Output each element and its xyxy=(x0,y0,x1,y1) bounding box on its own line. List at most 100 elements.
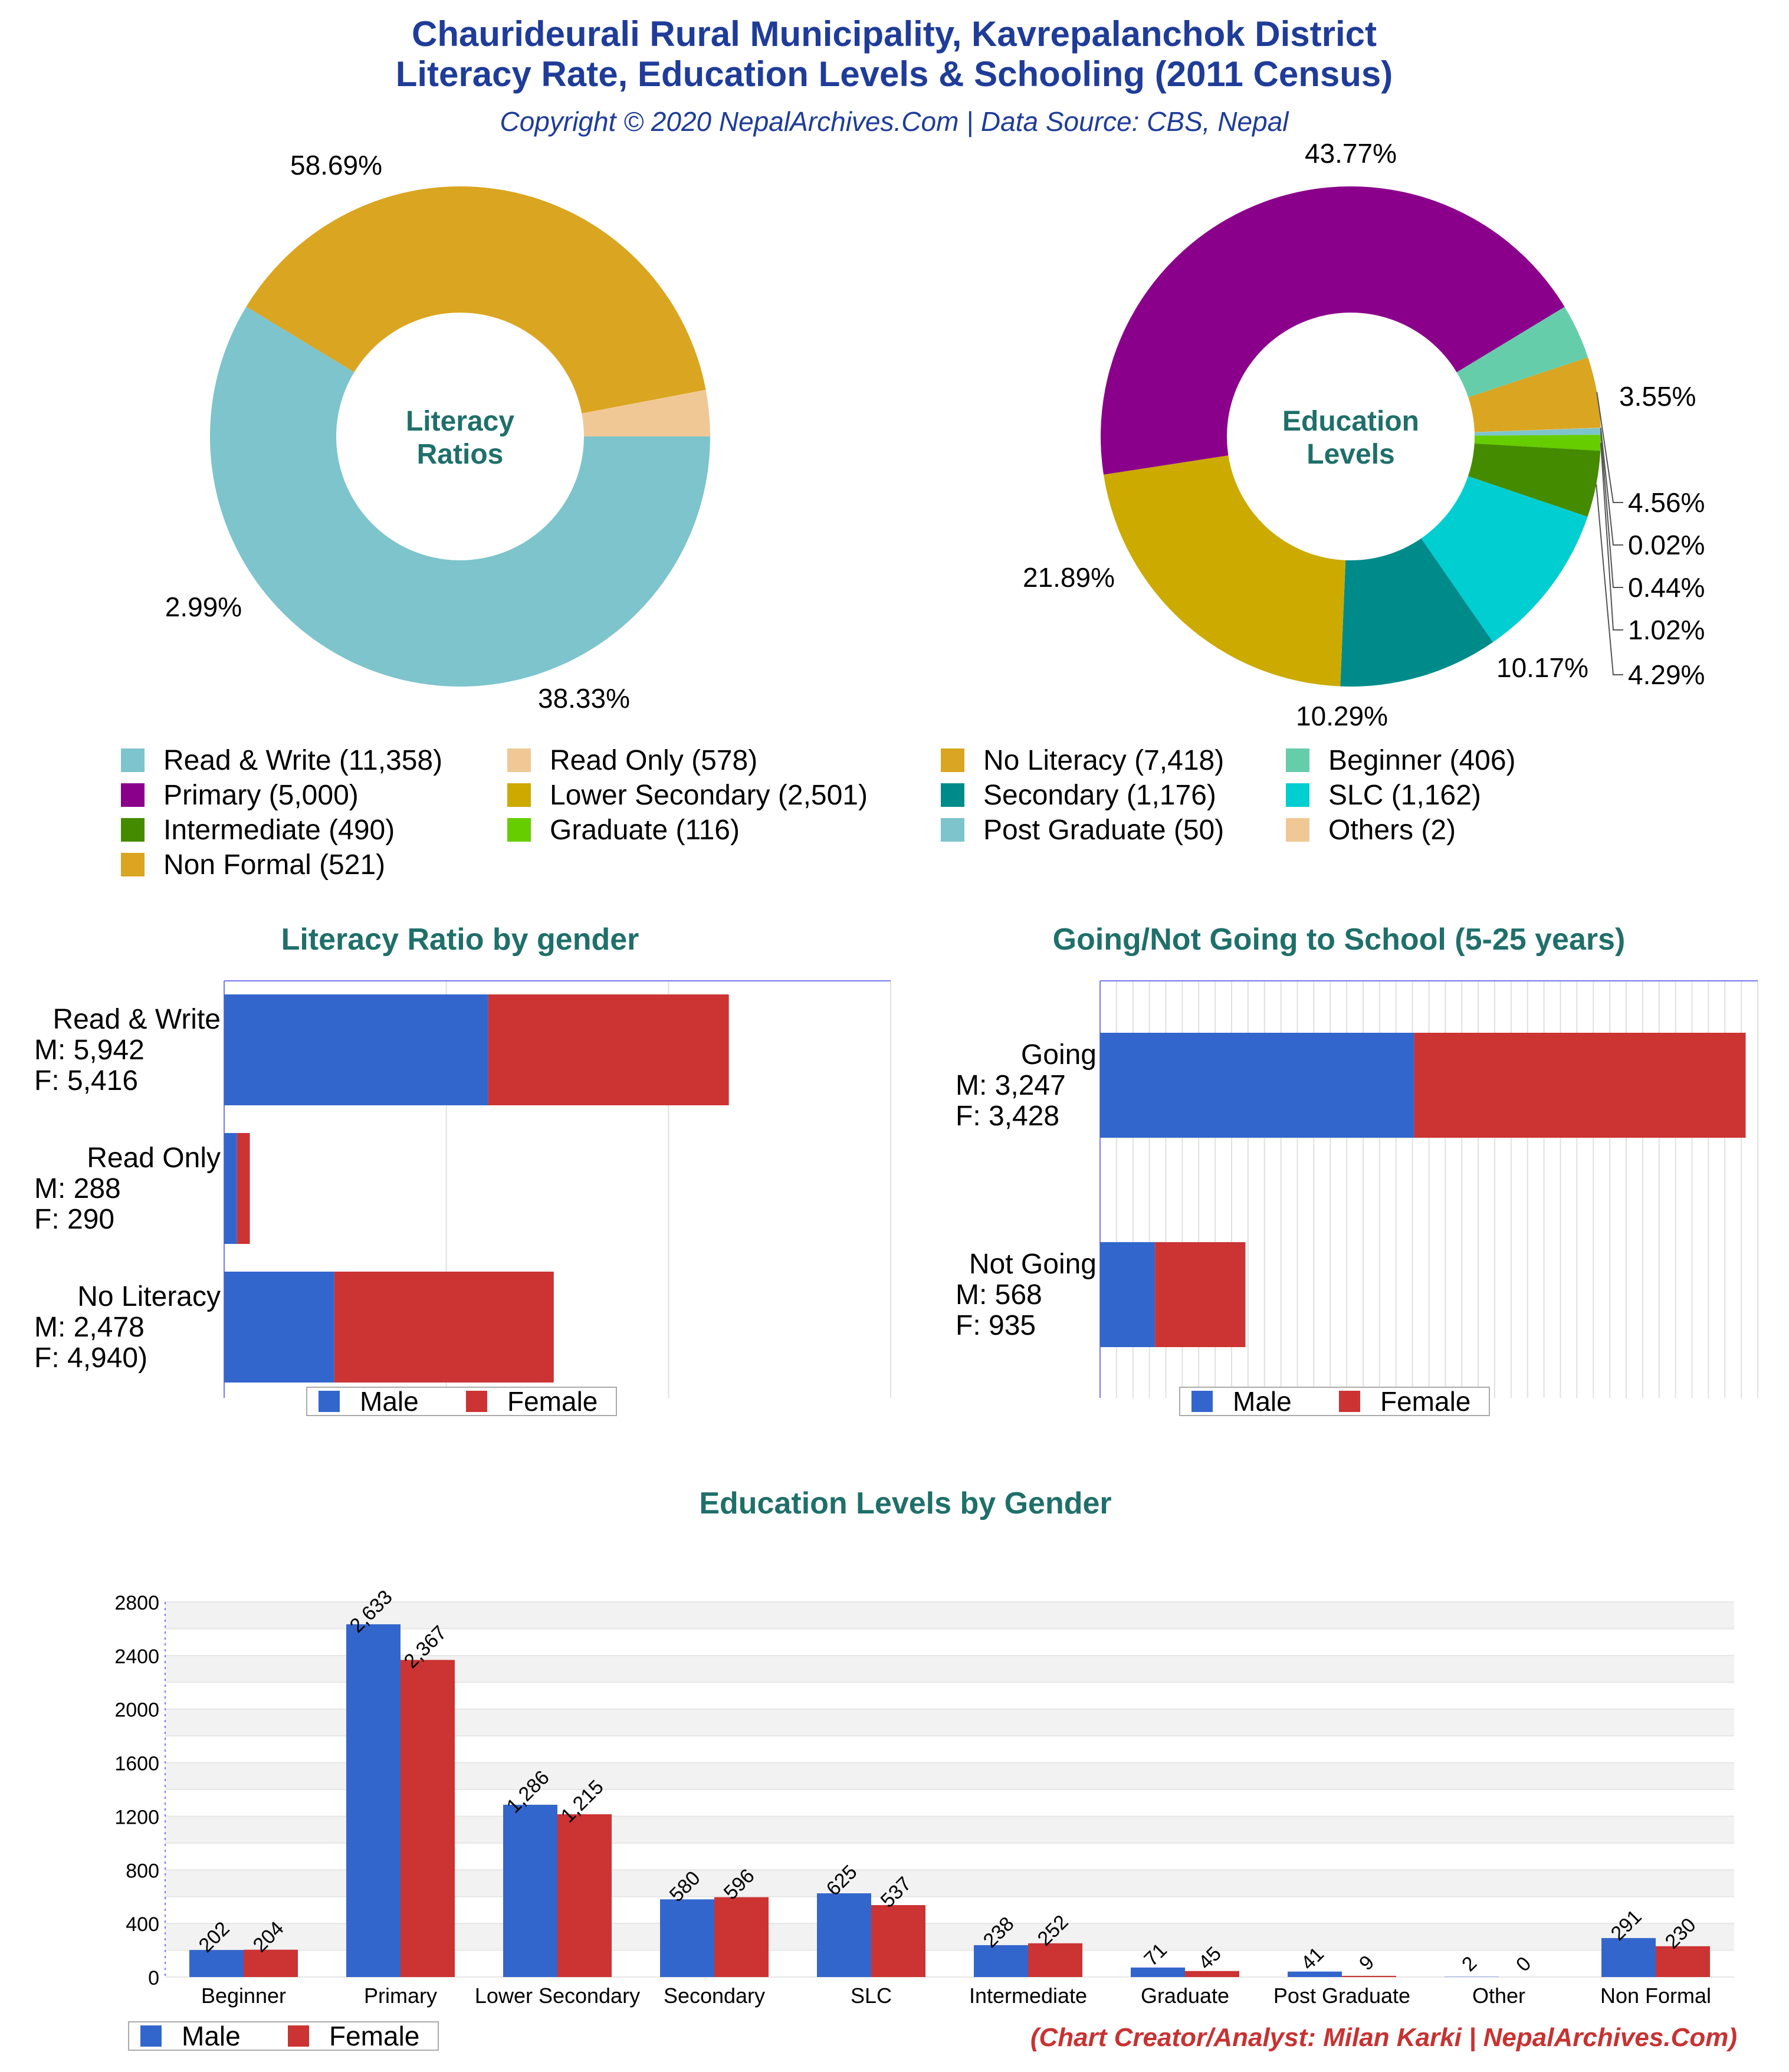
legend-swatch xyxy=(121,818,145,842)
male-bar xyxy=(1100,1242,1155,1347)
legend-swatch-female xyxy=(1339,1391,1360,1412)
donut-center-label: Literacy xyxy=(406,406,514,437)
percent-label: 38.33% xyxy=(538,683,630,714)
male-bar xyxy=(189,1950,244,1977)
legend-label-female: Female xyxy=(329,2021,419,2051)
male-bar xyxy=(1131,1968,1185,1977)
male-bar xyxy=(1100,1033,1414,1138)
legend-swatch-male xyxy=(1191,1391,1213,1412)
y-tick-label: 2400 xyxy=(114,1646,159,1668)
male-bar xyxy=(503,1805,557,1977)
male-bar xyxy=(224,1133,237,1244)
category-label: No Literacy xyxy=(77,1281,221,1312)
legend-label-male: Male xyxy=(1233,1386,1292,1417)
x-tick-label: Primary xyxy=(364,1984,437,2008)
male-bar xyxy=(1288,1972,1342,1977)
legend-item: No Literacy (7,418) xyxy=(941,745,1224,776)
legend-swatch-male xyxy=(140,2025,162,2047)
female-bar xyxy=(334,1272,554,1383)
male-bar xyxy=(660,1899,714,1977)
category-label: Going xyxy=(1021,1039,1097,1071)
category-label: F: 4,940) xyxy=(34,1342,147,1374)
x-tick-label: Lower Secondary xyxy=(475,1984,640,2008)
percent-label: 4.56% xyxy=(1628,487,1705,518)
legend-swatch xyxy=(1286,783,1309,807)
female-bar xyxy=(401,1660,455,1977)
x-tick-label: SLC xyxy=(851,1984,892,2008)
legend-swatch xyxy=(507,818,531,842)
category-label: F: 935 xyxy=(956,1310,1036,1341)
percent-label: 3.55% xyxy=(1619,381,1696,412)
y-tick-label: 2000 xyxy=(114,1699,159,1722)
legend-label: Beginner (406) xyxy=(1328,745,1516,776)
legend-swatch-female xyxy=(288,2025,309,2047)
legend-label: Graduate (116) xyxy=(550,815,740,846)
male-bar xyxy=(974,1945,1028,1977)
legend-label-male: Male xyxy=(182,2021,241,2051)
donut-center-label: Levels xyxy=(1307,439,1394,470)
percent-label: 0.02% xyxy=(1628,530,1705,560)
legend-label: Read & Write (11,358) xyxy=(163,745,442,776)
category-label: Not Going xyxy=(969,1249,1097,1280)
y-tick-label: 2800 xyxy=(114,1592,159,1614)
legend-label: Secondary (1,176) xyxy=(983,780,1216,811)
male-bar xyxy=(1601,1938,1656,1977)
legend-swatch-male xyxy=(319,1391,340,1412)
donut-center-label: Education xyxy=(1282,406,1419,437)
legend-label: SLC (1,162) xyxy=(1328,780,1481,811)
male-bar xyxy=(346,1624,401,1977)
female-bar xyxy=(244,1950,298,1977)
male-bar xyxy=(224,1272,334,1383)
category-label: M: 288 xyxy=(34,1173,121,1204)
x-tick-label: Non Formal xyxy=(1600,1984,1711,2008)
copyright-subtitle: Copyright © 2020 NepalArchives.Com | Dat… xyxy=(500,106,1289,137)
category-label: F: 5,416 xyxy=(34,1065,138,1096)
category-label: M: 5,942 xyxy=(34,1035,145,1066)
percent-label: 21.89% xyxy=(1023,562,1115,593)
legend-swatch xyxy=(121,748,145,772)
category-label: F: 290 xyxy=(34,1204,114,1235)
school-attendance-title: Going/Not Going to School (5-25 years) xyxy=(1053,922,1626,957)
literacy-by-gender-title: Literacy Ratio by gender xyxy=(281,922,639,957)
percent-label: 0.44% xyxy=(1628,572,1705,603)
chart-legend: Male Female xyxy=(129,2021,438,2051)
chart-credit: (Chart Creator/Analyst: Milan Karki | Ne… xyxy=(1030,2023,1737,2052)
legend-swatch xyxy=(941,748,964,772)
legend-label: Read Only (578) xyxy=(550,745,757,776)
y-tick-label: 800 xyxy=(126,1860,159,1882)
y-tick-label: 1600 xyxy=(114,1753,159,1775)
female-bar xyxy=(488,994,729,1105)
female-bar xyxy=(1028,1943,1082,1977)
percent-label: 10.17% xyxy=(1496,652,1588,683)
legend-swatch xyxy=(121,783,145,807)
category-label: M: 568 xyxy=(956,1279,1042,1311)
percent-label: 1.02% xyxy=(1628,615,1705,645)
category-label: F: 3,428 xyxy=(956,1101,1059,1132)
female-bar xyxy=(1414,1033,1745,1138)
category-label: Read Only xyxy=(87,1142,221,1174)
legend-swatch xyxy=(1286,818,1309,842)
main-title-line2: Literacy Rate, Education Levels & School… xyxy=(396,54,1393,94)
x-tick-label: Other xyxy=(1472,1984,1525,2008)
legend-item: Read & Write (11,358) xyxy=(121,745,442,776)
legend-swatch xyxy=(121,853,145,876)
x-tick-label: Intermediate xyxy=(969,1984,1087,2008)
y-tick-label: 1200 xyxy=(114,1806,159,1828)
y-tick-label: 0 xyxy=(148,1967,159,1989)
percent-label: 43.77% xyxy=(1305,138,1397,169)
male-bar xyxy=(817,1893,871,1977)
legend-label-female: Female xyxy=(1380,1386,1470,1417)
donut-center-label: Ratios xyxy=(417,439,504,470)
female-bar xyxy=(1342,1976,1396,1977)
category-label: Read & Write xyxy=(52,1004,221,1035)
legend-label: No Literacy (7,418) xyxy=(983,745,1224,776)
x-tick-label: Post Graduate xyxy=(1273,1984,1410,2008)
education-by-gender-title: Education Levels by Gender xyxy=(699,1486,1111,1521)
female-bar xyxy=(237,1133,250,1244)
legend-label-male: Male xyxy=(360,1386,419,1417)
female-bar xyxy=(1656,1946,1710,1977)
legend-label: Lower Secondary (2,501) xyxy=(550,780,868,811)
legend-item: Post Graduate (50) xyxy=(941,815,1224,846)
x-tick-label: Beginner xyxy=(201,1984,286,2008)
